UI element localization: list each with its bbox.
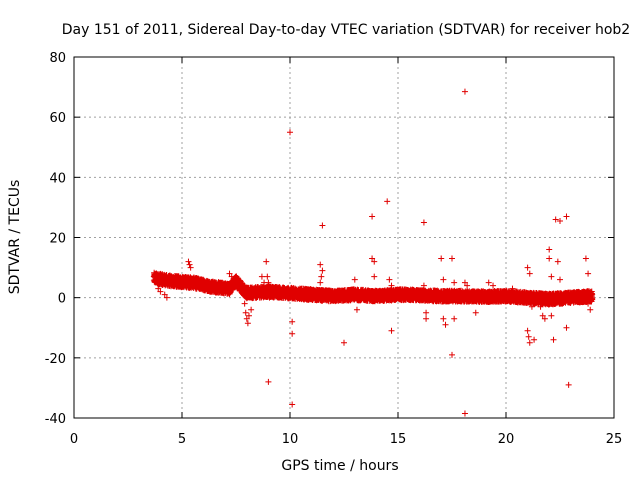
data-points [150,88,596,417]
chart-title: Day 151 of 2011, Sidereal Day-to-day VTE… [62,22,630,38]
grid [74,57,614,418]
